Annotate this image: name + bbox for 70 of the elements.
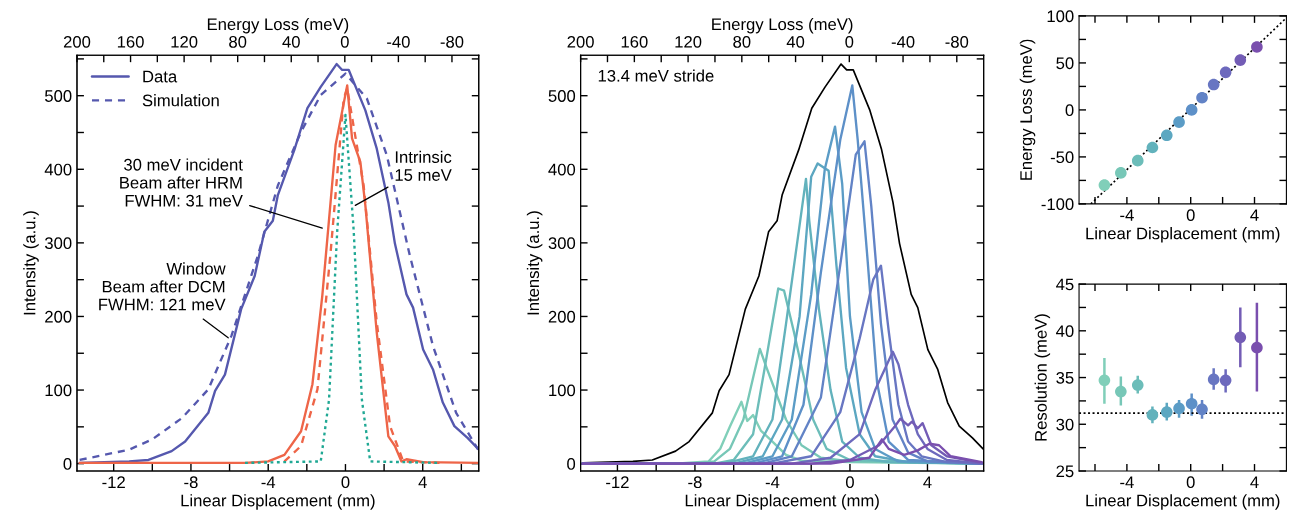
x-tick-label: 4	[1250, 209, 1259, 221]
x-tick-label: 0	[1186, 209, 1195, 222]
y-tick-label: -100	[1041, 198, 1074, 211]
y-tick-label: 25	[1056, 465, 1074, 478]
y-tick-label: 300	[44, 237, 72, 250]
x2-tick-label: 160	[621, 35, 648, 48]
annotation: Intrinsic 15 meV	[395, 150, 452, 181]
x2-tick-label: 80	[733, 35, 751, 48]
x-tick-label: 4	[923, 476, 932, 488]
x-tick-label: -4	[261, 476, 276, 488]
x-tick-label: 0	[341, 476, 350, 489]
y-axis-title: Energy Loss (meV)	[1019, 39, 1036, 180]
y-tick-label: 0	[567, 458, 576, 470]
x-tick-label: -4	[1120, 209, 1134, 221]
y-tick-label: 200	[45, 310, 72, 323]
x-tick-label: -8	[688, 476, 702, 489]
y-tick-label: -50	[1050, 151, 1074, 164]
x-axis-title: Linear Displacement (mm)	[1086, 494, 1280, 510]
x2-tick-label: 160	[117, 35, 144, 48]
x-tick-label: 4	[418, 476, 427, 488]
annotation: 30 meV incident Beam after HRM FWHM: 31 meV	[120, 158, 243, 207]
x2-tick-label: -40	[387, 35, 410, 48]
y-tick-label: 100	[45, 384, 72, 397]
y-tick-label: 30	[1056, 418, 1074, 431]
y-tick-label: 400	[548, 163, 576, 176]
annotation: Window Beam after DCM FWHM: 121 meV	[99, 262, 226, 311]
x2-tick-label: 120	[675, 35, 702, 48]
x2-tick-label: -80	[945, 35, 969, 48]
x2-tick-label: 40	[786, 35, 805, 48]
y-tick-label: 45	[1056, 278, 1074, 291]
x2-tick-label: 200	[63, 35, 91, 48]
x2-axis-title: Energy Loss (meV)	[207, 17, 349, 34]
x2-tick-label: 0	[340, 35, 349, 48]
x2-tick-label: -80	[440, 35, 464, 48]
x-tick-label: -4	[765, 476, 780, 488]
y-tick-label: 300	[548, 237, 576, 250]
legend-label: Data	[143, 70, 178, 83]
x2-tick-label: 40	[282, 35, 300, 48]
y-tick-label: 100	[1047, 10, 1074, 23]
x2-axis-title: Energy Loss (meV)	[712, 17, 853, 34]
y-tick-label: 50	[1056, 57, 1074, 70]
x2-tick-label: 80	[229, 35, 247, 48]
x-axis-title: Linear Displacement (mm)	[1086, 227, 1280, 243]
y-tick-label: 0	[1065, 104, 1074, 117]
legend-label: Simulation	[142, 94, 219, 107]
y-tick-label: 500	[548, 90, 576, 102]
x2-tick-label: -40	[891, 35, 915, 48]
x-axis-title: Linear Displacement (mm)	[685, 494, 879, 510]
x-tick-label: -8	[184, 476, 198, 489]
x2-tick-label: 0	[845, 35, 854, 48]
y-axis-title: Intensity (a.u.)	[23, 211, 39, 315]
y-tick-label: 35	[1056, 371, 1074, 384]
y-tick-label: 40	[1056, 325, 1074, 338]
y-tick-label: 0	[63, 458, 72, 470]
annotation: 13.4 meV stride	[598, 69, 714, 82]
y-axis-title: Intensity (a.u.)	[526, 211, 543, 315]
x-tick-label: -12	[606, 476, 629, 488]
x-tick-label: 0	[1186, 476, 1195, 489]
y-tick-label: 200	[548, 310, 576, 323]
x-axis-title: Linear Displacement (mm)	[181, 494, 375, 510]
x2-tick-label: 120	[171, 35, 198, 48]
y-tick-label: 400	[44, 163, 72, 176]
y-tick-label: 500	[44, 90, 72, 102]
x-tick-label: -4	[1120, 476, 1134, 488]
x2-tick-label: 200	[567, 35, 594, 48]
y-axis-title: Resolution (meV)	[1034, 314, 1051, 441]
x-tick-label: 0	[845, 476, 854, 489]
x-tick-label: -12	[102, 476, 125, 488]
y-tick-label: 100	[549, 384, 576, 397]
x-tick-label: 4	[1250, 476, 1259, 488]
